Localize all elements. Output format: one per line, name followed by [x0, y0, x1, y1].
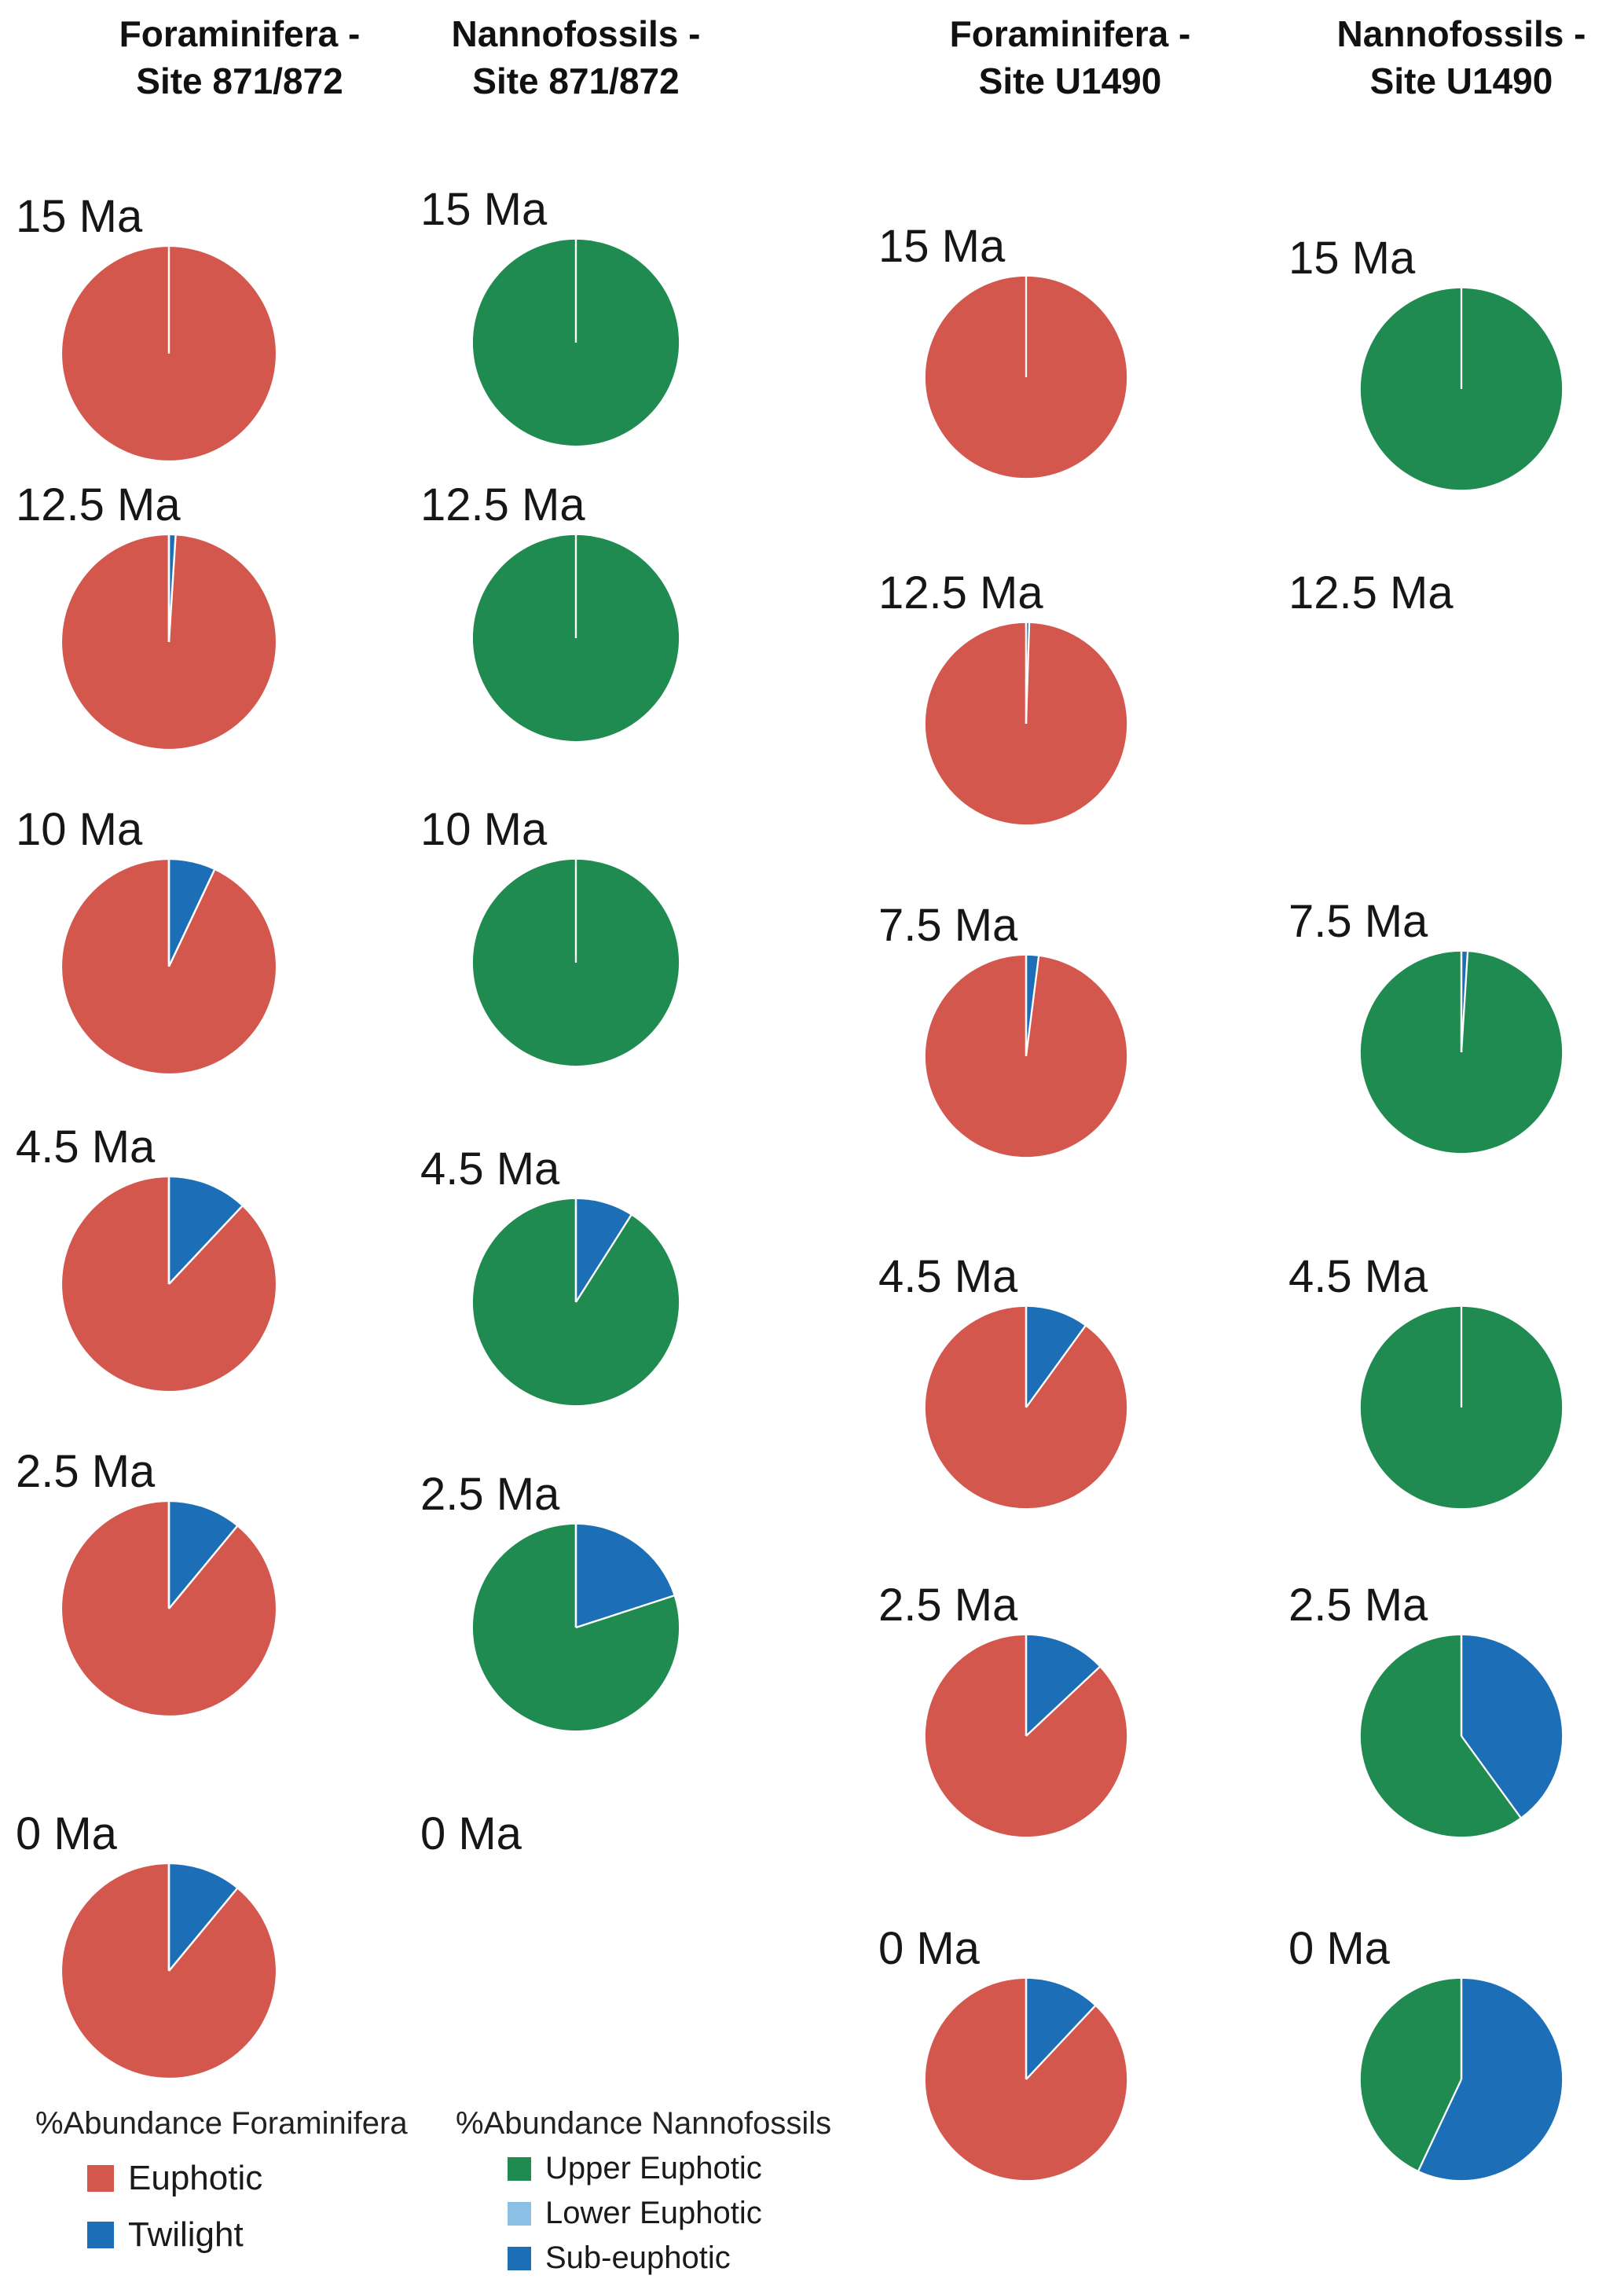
pie-chart — [59, 244, 279, 464]
legend-item-lower-euphotic: Lower Euphotic — [508, 2196, 831, 2231]
pie-chart — [470, 532, 682, 744]
legend-nannofossils: %Abundance Nannofossils Upper Euphotic L… — [456, 2106, 831, 2276]
pie-group-nanno871-4-5ma: 4.5 Ma — [420, 1144, 703, 1408]
pie-chart — [59, 1174, 279, 1394]
time-label: 4.5 Ma — [420, 1143, 560, 1195]
upper-euphotic-swatch — [508, 2156, 531, 2181]
legend-foraminifera: %Abundance Foraminifera Euphotic Twiligh… — [35, 2106, 408, 2255]
legend-item-sub-euphotic: Sub-euphotic — [508, 2240, 831, 2276]
pie-chart — [1358, 1632, 1565, 1840]
time-label: 10 Ma — [420, 804, 548, 855]
legend-item-label: Euphotic — [128, 2159, 263, 2197]
time-label: 12.5 Ma — [1289, 567, 1454, 618]
euphotic-swatch — [87, 2165, 114, 2192]
twilight-swatch — [87, 2222, 114, 2248]
legend-item-label: Sub-euphotic — [545, 2240, 731, 2275]
pie-group-nannoU1490-4-5ma: 4.5 Ma — [1289, 1252, 1587, 1511]
legend-item-twilight: Twilight — [87, 2215, 408, 2255]
time-label: 15 Ma — [16, 191, 143, 242]
pie-chart — [1358, 285, 1565, 493]
pie-group-foramU1490-12-5ma: 12.5 Ma — [878, 568, 1161, 828]
column-header-foram-871: Foraminifera - Site 871/872 — [119, 13, 361, 101]
pie-group-foram871-4-5ma: 4.5 Ma — [16, 1122, 299, 1394]
time-label: 15 Ma — [878, 221, 1006, 272]
column-header-nanno-u1490: Nannofossils - Site U1490 — [1336, 13, 1586, 101]
time-label: 2.5 Ma — [16, 1446, 156, 1497]
time-label: 2.5 Ma — [878, 1580, 1018, 1631]
time-label: 2.5 Ma — [420, 1469, 560, 1520]
time-label: 12.5 Ma — [878, 567, 1043, 618]
legend-title: %Abundance Foraminifera — [35, 2106, 408, 2141]
pie-group-foram871-15ma: 15 Ma — [16, 192, 299, 464]
time-label: 2.5 Ma — [1289, 1580, 1428, 1631]
pie-group-foram871-10ma: 10 Ma — [16, 805, 299, 1077]
pie-group-foram871-12-5ma: 12.5 Ma — [16, 480, 299, 752]
pie-group-foramU1490-0ma: 0 Ma — [878, 1924, 1161, 2183]
pie-group-nanno871-15ma: 15 Ma — [420, 185, 703, 449]
legend-item-euphotic: Euphotic — [87, 2159, 408, 2198]
pie-group-nanno871-2-5ma: 2.5 Ma — [420, 1470, 703, 1734]
sub-euphotic-swatch — [508, 2246, 531, 2270]
time-label: 12.5 Ma — [420, 479, 585, 530]
pie-chart — [922, 620, 1130, 828]
pie-chart — [470, 1861, 682, 2073]
time-label: 4.5 Ma — [1289, 1251, 1428, 1302]
time-label: 0 Ma — [420, 1808, 522, 1859]
column-header-nanno-871: Nannofossils - Site 871/872 — [451, 13, 701, 101]
pie-group-nannoU1490-7-5ma: 7.5 Ma — [1289, 897, 1587, 1156]
pie-chart — [922, 1976, 1130, 2183]
time-label: 7.5 Ma — [1289, 896, 1428, 947]
legend-item-label: Twilight — [128, 2215, 244, 2254]
column-header-foram-u1490: Foraminifera - Site U1490 — [949, 13, 1191, 101]
time-label: 4.5 Ma — [878, 1251, 1018, 1302]
pie-group-foram871-2-5ma: 2.5 Ma — [16, 1447, 299, 1719]
pie-group-nanno871-10ma: 10 Ma — [420, 805, 703, 1069]
time-label: 12.5 Ma — [16, 479, 181, 530]
time-label: 0 Ma — [1289, 1923, 1390, 1974]
pie-chart — [470, 1196, 682, 1408]
legend-item-label: Lower Euphotic — [545, 2196, 762, 2230]
lower-euphotic-swatch — [508, 2201, 531, 2226]
pie-chart — [1358, 949, 1565, 1156]
pie-chart — [922, 1632, 1130, 1840]
time-label: 15 Ma — [420, 184, 548, 235]
pie-chart — [922, 273, 1130, 481]
pie-chart — [1358, 1304, 1565, 1511]
pie-group-foramU1490-4-5ma: 4.5 Ma — [878, 1252, 1161, 1511]
pie-chart — [59, 532, 279, 752]
legend-title: %Abundance Nannofossils — [456, 2106, 832, 2141]
pie-group-nanno871-0ma: 0 Ma — [420, 1809, 703, 2073]
pie-chart — [59, 1861, 279, 2081]
legend-item-upper-euphotic: Upper Euphotic — [508, 2151, 831, 2186]
pie-chart — [59, 1499, 279, 1719]
pie-group-foram871-0ma: 0 Ma — [16, 1809, 299, 2081]
time-label: 4.5 Ma — [16, 1121, 156, 1173]
pie-chart — [470, 237, 682, 449]
pie-group-nannoU1490-2-5ma: 2.5 Ma — [1289, 1580, 1587, 1840]
pie-group-nannoU1490-15ma: 15 Ma — [1289, 233, 1587, 493]
pie-chart — [922, 952, 1130, 1160]
pie-group-foramU1490-7-5ma: 7.5 Ma — [878, 901, 1161, 1160]
pie-group-foramU1490-15ma: 15 Ma — [878, 222, 1161, 481]
legend-item-label: Upper Euphotic — [545, 2151, 762, 2185]
time-label: 0 Ma — [16, 1808, 117, 1859]
pie-group-nannoU1490-12-5ma: 12.5 Ma — [1289, 568, 1587, 828]
time-label: 10 Ma — [16, 804, 143, 855]
time-label: 7.5 Ma — [878, 900, 1018, 951]
pie-chart — [1358, 1976, 1565, 2183]
time-label: 15 Ma — [1289, 233, 1416, 284]
pie-chart — [470, 857, 682, 1069]
pie-group-nannoU1490-0ma: 0 Ma — [1289, 1924, 1587, 2183]
pie-chart — [59, 857, 279, 1077]
pie-group-nanno871-12-5ma: 12.5 Ma — [420, 480, 703, 744]
pie-chart — [470, 1521, 682, 1734]
pie-chart — [1358, 620, 1565, 828]
pie-chart — [922, 1304, 1130, 1511]
time-label: 0 Ma — [878, 1923, 980, 1974]
pie-group-foramU1490-2-5ma: 2.5 Ma — [878, 1580, 1161, 1840]
